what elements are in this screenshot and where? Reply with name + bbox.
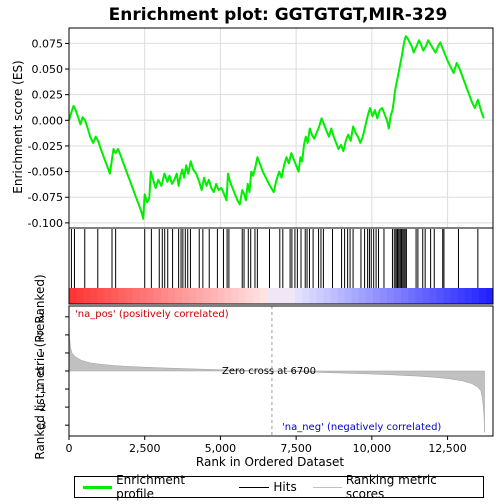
rank-color-cell (323, 288, 331, 304)
rank-color-cell (274, 288, 282, 304)
rank-color-cell (210, 288, 218, 304)
metric-line-swatch-icon (313, 487, 342, 488)
rank-color-cell (394, 288, 402, 304)
rank-color-cell (380, 288, 388, 304)
rank-color-cell (239, 288, 247, 304)
rank-color-cell (267, 288, 275, 304)
rank-color-cell (352, 288, 360, 304)
legend-entry-hits: Hits (239, 480, 296, 494)
x-tick-label: 2,500 (129, 442, 161, 455)
rank-color-cell (486, 288, 494, 304)
legend-label-hits: Hits (273, 480, 296, 494)
rank-color-cell (118, 288, 126, 304)
rank-color-cell (366, 288, 374, 304)
enrichment-line-swatch-icon (83, 486, 112, 489)
rank-color-cell (154, 288, 162, 304)
rank-color-cell (359, 288, 367, 304)
rank-color-cell (338, 288, 346, 304)
es-y-tick-label: 0.025 (32, 89, 64, 102)
negative-correlation-label: 'na_neg' (negatively correlated) (282, 422, 441, 433)
rank-color-cell (451, 288, 459, 304)
rank-color-cell (126, 288, 134, 304)
hits-line-swatch-icon (239, 487, 269, 488)
rank-color-cell (189, 288, 197, 304)
legend-label-metric: Ranking metric scores (346, 473, 475, 501)
rank-color-cell (288, 288, 296, 304)
rank-color-cell (83, 288, 91, 304)
legend-entry-metric: Ranking metric scores (313, 473, 475, 501)
es-y-tick-label: -0.075 (28, 191, 63, 204)
rank-color-cell (316, 288, 324, 304)
rank-color-cell (465, 288, 473, 304)
rank-color-cell (253, 288, 261, 304)
rank-color-cell (196, 288, 204, 304)
legend-entry-enrichment: Enrichment profile (83, 473, 223, 501)
rank-color-cell (140, 288, 148, 304)
es-plot-area (69, 28, 493, 228)
rank-color-cell (97, 288, 105, 304)
legend: Enrichment profile Hits Ranking metric s… (74, 476, 484, 498)
rank-color-cell (479, 288, 487, 304)
rank-color-cell (232, 288, 240, 304)
rank-color-cell (444, 288, 452, 304)
rank-color-cell (281, 288, 289, 304)
rank-color-cell (90, 288, 98, 304)
hits-plot-area (69, 228, 493, 288)
x-axis-label: Rank in Ordered Dataset (196, 455, 344, 469)
rank-color-cell (330, 288, 338, 304)
enrichment-panel: 0.075 0.050 0.025 0.000 -0.025 -0.050 -0.075 -0… (28, 28, 493, 230)
hits-panel (69, 228, 494, 304)
rank-color-cell (309, 288, 317, 304)
es-y-tick-label: -0.050 (28, 166, 63, 179)
rank-color-cell (111, 288, 119, 304)
legend-label-enrichment: Enrichment profile (116, 473, 223, 501)
positive-correlation-label: 'na_pos' (positively correlated) (75, 309, 229, 320)
rank-color-cell (161, 288, 169, 304)
rank-color-cell (401, 288, 409, 304)
rank-color-cell (302, 288, 310, 304)
rank-color-cell (458, 288, 466, 304)
rank-color-cell (295, 288, 303, 304)
es-y-tick-label: 0.000 (32, 114, 64, 127)
rank-color-cell (408, 288, 416, 304)
rank-color-cell (246, 288, 254, 304)
rank-color-cell (168, 288, 176, 304)
rank-color-cell (436, 288, 444, 304)
rank-color-cell (203, 288, 211, 304)
x-tick-label: 12,500 (428, 442, 467, 455)
chart-title: Enrichment plot: GGTGTGT,MIR-329 (109, 5, 448, 25)
rank-color-cell (415, 288, 423, 304)
zero-cross-label: Zero cross at 6700 (222, 366, 316, 377)
x-tick-label: 7,500 (280, 442, 312, 455)
rank-color-cell (76, 288, 84, 304)
rank-color-cell (104, 288, 112, 304)
rank-color-cell (182, 288, 190, 304)
rank-color-cell (472, 288, 480, 304)
es-y-tick-label: 0.050 (32, 63, 64, 76)
rank-color-cell (69, 288, 77, 304)
x-tick-label: 5,000 (205, 442, 237, 455)
rank-color-cell (175, 288, 183, 304)
rank-color-cell (147, 288, 155, 304)
es-y-tick-label: -0.100 (28, 217, 63, 230)
rank-color-cell (224, 288, 232, 304)
rank-color-cell (217, 288, 225, 304)
es-y-tick-label: 0.075 (32, 37, 64, 50)
es-y-tick-label: -0.025 (28, 140, 63, 153)
rank-color-cell (133, 288, 141, 304)
x-tick-label: 10,000 (353, 442, 392, 455)
rank-color-cell (260, 288, 268, 304)
es-axis-label: Enrichment score (ES) (11, 60, 25, 193)
rank-color-cell (387, 288, 395, 304)
metric-axis-label: Ranked list metric (PreRanked) (33, 274, 47, 459)
rank-color-cell (429, 288, 437, 304)
x-tick-label: 0 (66, 442, 73, 455)
rank-color-cell (422, 288, 430, 304)
rank-color-cell (373, 288, 381, 304)
rank-color-cell (345, 288, 353, 304)
